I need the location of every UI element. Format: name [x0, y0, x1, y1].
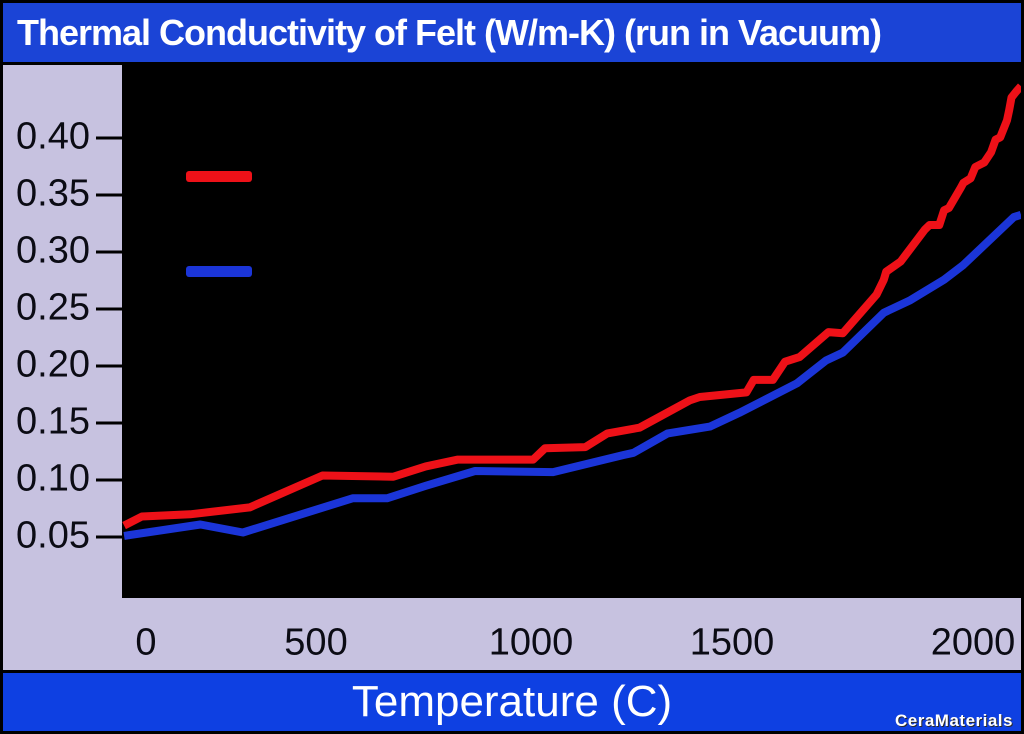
y-axis: 0.05 0.10 0.15 0.20 0.25 0.30 0.35 0.40	[3, 65, 122, 598]
x-tick-label: 0	[135, 621, 157, 664]
y-tick-mark	[96, 307, 122, 311]
y-tick-mark	[96, 193, 122, 197]
y-tick-mark	[96, 364, 122, 368]
y-tick-label: 0.10	[16, 457, 90, 500]
y-tick-label: 0.25	[16, 286, 90, 329]
chart-title: Thermal Conductivity of Felt (W/m-K) (ru…	[17, 11, 882, 53]
y-tick-label: 0.40	[16, 116, 90, 159]
x-axis-title: Temperature (C)	[351, 677, 673, 726]
legend-swatch-blue	[186, 266, 252, 277]
chart-area: 0.05 0.10 0.15 0.20 0.25 0.30 0.35 0.40	[3, 65, 1021, 598]
y-tick-label: 0.05	[16, 514, 90, 557]
x-tick-label: 1500	[689, 621, 775, 664]
chart-title-bar: Thermal Conductivity of Felt (W/m-K) (ru…	[3, 3, 1021, 62]
x-axis-title-bar: Temperature (C) CeraMaterials	[3, 673, 1021, 731]
series-blue-line	[123, 210, 1021, 540]
y-tick-label: 0.30	[16, 229, 90, 272]
y-tick-mark	[96, 136, 122, 140]
y-tick-mark	[96, 250, 122, 254]
plot-area	[122, 65, 1021, 598]
x-axis: 0 500 1000 1500 2000	[3, 598, 1021, 670]
y-tick-label: 0.15	[16, 400, 90, 443]
brand-watermark: CeraMaterials	[894, 711, 1013, 730]
x-tick-label: 1000	[488, 621, 574, 664]
y-tick-mark	[96, 535, 122, 539]
x-tick-label: 2000	[930, 621, 1016, 664]
y-tick-mark	[96, 478, 122, 482]
series-red-line	[122, 83, 1021, 530]
legend-swatch-red	[186, 171, 252, 182]
y-tick-label: 0.20	[16, 343, 90, 386]
y-tick-mark	[96, 421, 122, 425]
y-tick-label: 0.35	[16, 173, 90, 216]
x-tick-label: 500	[284, 621, 348, 664]
line-chart	[122, 83, 1021, 540]
